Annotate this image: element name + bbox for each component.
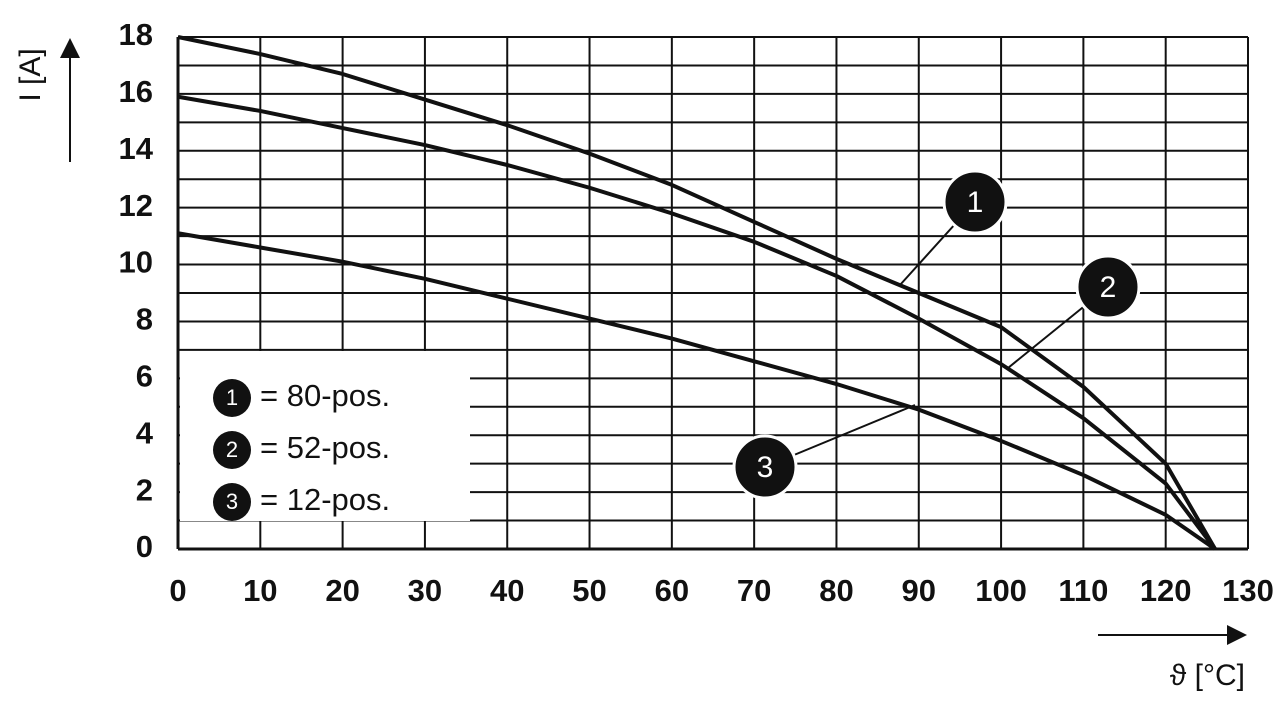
legend-number: 1 bbox=[226, 385, 238, 410]
legend-number: 3 bbox=[226, 489, 238, 514]
callout-marker bbox=[942, 169, 1008, 235]
legend-number: 2 bbox=[226, 437, 238, 462]
y-tick-label: 2 bbox=[136, 472, 153, 507]
x-tick-label: 40 bbox=[490, 573, 524, 608]
x-tick-label: 120 bbox=[1140, 573, 1192, 608]
x-tick-label: 130 bbox=[1222, 573, 1274, 608]
y-tick-label: 6 bbox=[136, 359, 153, 394]
series-line bbox=[177, 231, 1217, 551]
x-tick-label: 110 bbox=[1058, 573, 1108, 608]
legend-marker bbox=[213, 483, 251, 521]
x-tick-label: 60 bbox=[655, 573, 689, 608]
x-tick-label: 90 bbox=[902, 573, 936, 608]
callout-marker bbox=[1075, 254, 1141, 320]
series-line bbox=[177, 35, 1217, 551]
y-tick-label: 10 bbox=[119, 245, 153, 280]
curves bbox=[177, 35, 1217, 551]
callout-number: 3 bbox=[757, 451, 774, 484]
callout-number: 1 bbox=[967, 186, 984, 219]
series-line bbox=[177, 94, 1217, 551]
y-tick-label: 0 bbox=[136, 529, 153, 564]
y-tick-label: 18 bbox=[119, 17, 153, 52]
x-tick-label: 80 bbox=[819, 573, 853, 608]
x-axis-label: ϑ [°C] bbox=[1170, 659, 1245, 692]
legend-label: = 80-pos. bbox=[260, 378, 390, 413]
y-tick-label: 4 bbox=[136, 415, 154, 450]
x-tick-label: 10 bbox=[243, 573, 277, 608]
legend-label: = 52-pos. bbox=[260, 430, 390, 465]
callout-marker bbox=[732, 434, 798, 500]
y-tick-label: 8 bbox=[136, 302, 153, 337]
legend-marker bbox=[213, 431, 251, 469]
x-tick-label: 30 bbox=[408, 573, 442, 608]
x-tick-label: 0 bbox=[169, 573, 186, 608]
x-tick-label: 70 bbox=[737, 573, 771, 608]
legend-label: = 12-pos. bbox=[260, 482, 390, 517]
x-tick-label: 20 bbox=[325, 573, 359, 608]
y-axis-label: I [A] bbox=[14, 48, 47, 101]
legend-marker bbox=[213, 379, 251, 417]
grid bbox=[176, 36, 1249, 551]
x-tick-label: 50 bbox=[572, 573, 606, 608]
y-tick-label: 12 bbox=[119, 188, 153, 223]
y-tick-label: 14 bbox=[119, 131, 154, 166]
y-tick-label: 16 bbox=[119, 74, 153, 109]
x-tick-label: 100 bbox=[975, 573, 1027, 608]
callout-number: 2 bbox=[1100, 271, 1117, 304]
